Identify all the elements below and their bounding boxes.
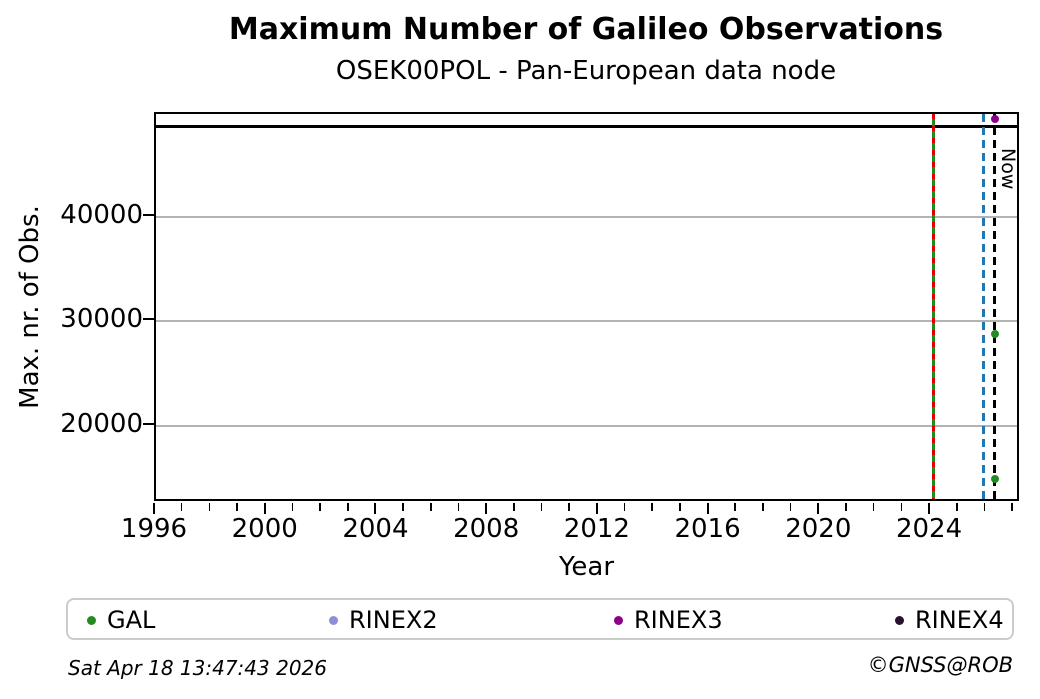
x-minor-tick-mark: [236, 503, 238, 511]
x-tick-label: 2024: [895, 514, 963, 544]
x-tick-label: 2004: [342, 514, 409, 544]
x-minor-tick-mark: [955, 503, 958, 511]
x-tick-label: 2020: [785, 514, 852, 544]
y-gridline: [156, 320, 1017, 323]
now-vline: [993, 114, 996, 499]
rinex4-marker-icon: [895, 616, 904, 625]
y-tick-mark: [143, 423, 154, 426]
legend: GAL RINEX2 RINEX3 RINEX4: [66, 598, 1014, 640]
x-tick-label: 1996: [120, 514, 188, 544]
x-axis-label: Year: [558, 552, 615, 582]
now-label: Now: [996, 148, 1019, 190]
chart-title: Maximum Number of Galileo Observations: [228, 12, 944, 47]
data-point-gal: [990, 475, 999, 484]
data-point-rinex3: [990, 115, 999, 124]
x-minor-tick-mark: [789, 503, 792, 511]
x-minor-tick-mark: [291, 503, 294, 511]
event-vline: [982, 114, 986, 499]
x-minor-tick-mark: [845, 503, 847, 511]
x-minor-tick-mark: [208, 503, 211, 511]
rinex2-marker-icon: [329, 616, 338, 625]
y-tick-mark: [143, 213, 154, 216]
y-gridline: [156, 425, 1017, 428]
x-tick-label: 2008: [453, 514, 520, 544]
chart-subtitle: OSEK00POL - Pan-European data node: [335, 56, 837, 86]
y-tick-label: 40000: [60, 199, 143, 230]
x-minor-tick-mark: [457, 503, 460, 511]
x-tick-label: 2016: [674, 514, 741, 544]
y-tick-mark: [143, 318, 154, 321]
event-vline: [932, 114, 936, 499]
y-tick-label: 30000: [60, 304, 143, 335]
max-obs-hline: [156, 125, 1017, 128]
x-minor-tick-mark: [402, 503, 404, 511]
x-tick-mark: [928, 503, 931, 514]
x-minor-tick-mark: [430, 503, 432, 511]
legend-label: GAL: [107, 606, 156, 634]
x-minor-tick-mark: [872, 503, 875, 511]
x-minor-tick-mark: [180, 503, 183, 511]
x-minor-tick-mark: [1011, 503, 1013, 511]
x-minor-tick-mark: [679, 503, 681, 511]
x-tick-mark: [374, 503, 377, 514]
y-gridline: [156, 215, 1017, 218]
x-tick-label: 2000: [231, 514, 298, 544]
gal-marker-icon: [87, 616, 96, 625]
x-tick-mark: [485, 503, 488, 514]
rinex3-marker-icon: [614, 616, 623, 625]
legend-label: RINEX3: [634, 606, 723, 634]
x-minor-tick-mark: [900, 503, 903, 511]
x-minor-tick-mark: [734, 503, 737, 511]
y-tick-label: 20000: [60, 409, 143, 440]
x-tick-mark: [595, 503, 598, 514]
plot-area: Now: [154, 112, 1019, 501]
legend-label: RINEX4: [915, 606, 1004, 634]
data-point-gal: [990, 330, 999, 339]
x-minor-tick-mark: [983, 503, 986, 511]
x-tick-label: 2012: [563, 514, 630, 544]
x-tick-mark: [706, 503, 709, 514]
legend-label: RINEX2: [349, 606, 438, 634]
x-tick-mark: [263, 503, 266, 514]
x-tick-mark: [153, 503, 155, 514]
x-minor-tick-mark: [568, 503, 570, 511]
x-minor-tick-mark: [762, 503, 764, 511]
x-minor-tick-mark: [651, 503, 654, 511]
x-minor-tick-mark: [319, 503, 321, 511]
x-tick-mark: [817, 503, 820, 514]
footer-credit: ©GNSS@ROB: [867, 653, 1013, 677]
x-minor-tick-mark: [623, 503, 626, 511]
footer-timestamp: Sat Apr 18 13:47:43 2026: [68, 656, 327, 680]
x-minor-tick-mark: [513, 503, 515, 511]
x-minor-tick-mark: [346, 503, 349, 511]
x-minor-tick-mark: [540, 503, 543, 511]
